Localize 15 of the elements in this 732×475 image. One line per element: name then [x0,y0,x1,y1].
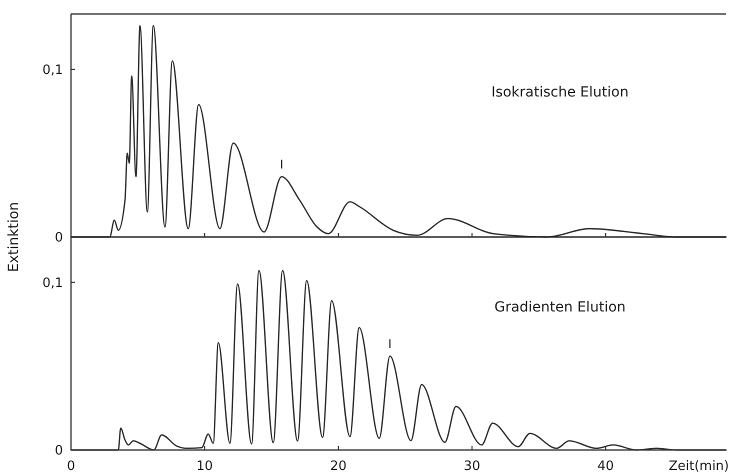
y-axis-title: Extinktion [6,202,22,272]
x-tick-label: 20 [330,459,347,474]
x-tick-label: 40 [597,459,614,474]
annotation: I [280,158,284,172]
y-tick-label: 0,1 [42,276,63,291]
annotation: Gradienten Elution [494,300,626,316]
annotation: Isokratische Elution [491,84,629,101]
annotation: I [388,337,392,352]
x-tick-label: 0 [66,459,76,474]
y-tick-label: 0 [54,230,63,246]
y-tick-label: 0,1 [42,62,63,78]
y-tick-label: 0 [54,444,63,459]
x-axis-title: Zeit(min) [668,459,729,474]
x-tick-label: 10 [196,459,213,474]
x-tick-label: 30 [464,459,480,474]
